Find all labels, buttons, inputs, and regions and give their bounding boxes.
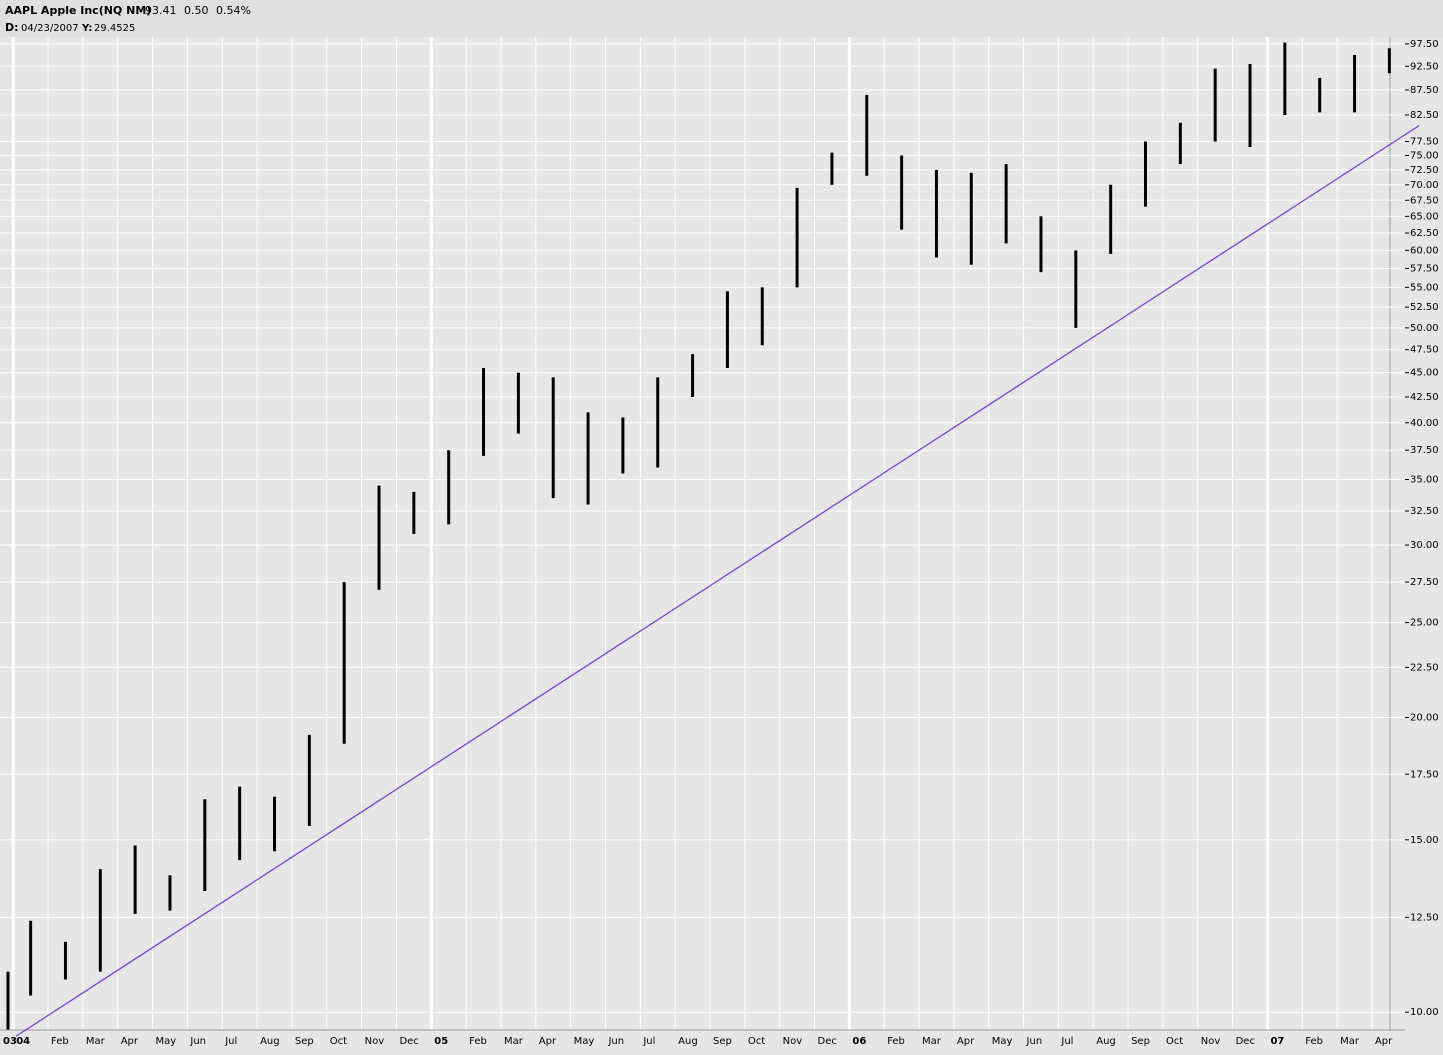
- x-tick-label: Nov: [365, 1036, 385, 1047]
- y-tick-label: 52.50: [1410, 302, 1439, 313]
- y-tick-label: 25.00: [1410, 618, 1439, 629]
- x-tick-label: Mar: [922, 1036, 942, 1047]
- y-tick-label: 65.00: [1410, 211, 1439, 222]
- x-tick-label: Jun: [189, 1036, 206, 1047]
- y-tick-label: 27.50: [1410, 577, 1439, 588]
- y-tick-label: 67.50: [1410, 195, 1439, 206]
- x-tick-label: Sep: [295, 1036, 314, 1047]
- x-tick-label: Oct: [330, 1036, 347, 1047]
- y-tick-label: 57.50: [1410, 263, 1439, 274]
- x-tick-label: Nov: [1201, 1036, 1221, 1047]
- last-price: 93.41: [145, 4, 177, 17]
- x-tick-label: May: [992, 1036, 1013, 1047]
- x-tick-label: Apr: [121, 1036, 139, 1047]
- y-tick-label: 77.50: [1410, 137, 1439, 148]
- x-tick-label: May: [156, 1036, 177, 1047]
- x-tick-label: Sep: [713, 1036, 732, 1047]
- x-tick-label: Oct: [748, 1036, 765, 1047]
- x-tick-label: Oct: [1166, 1036, 1183, 1047]
- y-tick-label: 40.00: [1410, 418, 1439, 429]
- x-tick-label: Jul: [224, 1036, 237, 1047]
- y-tick-label: 87.50: [1410, 85, 1439, 96]
- x-tick-label: Jul: [1060, 1036, 1073, 1047]
- cursor-date-label: D:: [5, 21, 19, 34]
- y-tick-label: 70.00: [1410, 180, 1439, 191]
- trendline: [15, 124, 1420, 1037]
- price-change: 0.50: [184, 4, 209, 17]
- x-tick-label: Feb: [51, 1036, 69, 1047]
- y-axis-area: [1405, 37, 1443, 1051]
- y-tick-label: 75.00: [1410, 150, 1439, 161]
- y-tick-label: 47.50: [1410, 345, 1439, 356]
- x-tick-label: 05: [434, 1036, 448, 1047]
- x-tick-label: Feb: [887, 1036, 905, 1047]
- x-tick-label: Dec: [1236, 1036, 1255, 1047]
- x-tick-label: 06: [852, 1036, 866, 1047]
- y-tick-label: 10.00: [1410, 1007, 1439, 1018]
- y-tick-label: 37.50: [1410, 445, 1439, 456]
- x-tick-label: Apr: [957, 1036, 975, 1047]
- x-tick-label: Mar: [1340, 1036, 1360, 1047]
- y-tick-label: 30.00: [1410, 540, 1439, 551]
- x-tick-label: Nov: [783, 1036, 803, 1047]
- x-tick-label: Mar: [86, 1036, 106, 1047]
- header-bar: [0, 0, 1443, 37]
- x-tick-label: Feb: [469, 1036, 487, 1047]
- x-tick-label: Feb: [1305, 1036, 1323, 1047]
- y-tick-label: 22.50: [1410, 662, 1439, 673]
- x-tick-label: May: [574, 1036, 595, 1047]
- x-tick-label: Aug: [1096, 1036, 1116, 1047]
- cursor-y: 29.4525: [94, 23, 135, 34]
- plot-area: [0, 37, 1405, 1030]
- y-tick-label: 42.50: [1410, 392, 1439, 403]
- y-tick-label: 15.00: [1410, 835, 1439, 846]
- x-tick-label: Apr: [539, 1036, 557, 1047]
- y-tick-label: 50.00: [1410, 323, 1439, 334]
- y-tick-label: 55.00: [1410, 282, 1439, 293]
- x-tick-label: Dec: [399, 1036, 418, 1047]
- cursor-y-label: Y:: [81, 23, 92, 34]
- x-tick-label: Sep: [1131, 1036, 1150, 1047]
- x-tick-label: Mar: [504, 1036, 524, 1047]
- x-tick-label: 04: [16, 1036, 30, 1047]
- x-tick-label: 03: [3, 1036, 17, 1047]
- x-tick-label: Aug: [678, 1036, 698, 1047]
- chart-title: AAPL Apple Inc(NQ NM): [5, 4, 151, 17]
- x-tick-label: Jul: [642, 1036, 655, 1047]
- y-tick-label: 62.50: [1410, 228, 1439, 239]
- y-tick-label: 92.50: [1410, 61, 1439, 72]
- y-tick-label: 17.50: [1410, 769, 1439, 780]
- y-tick-label: 35.00: [1410, 475, 1439, 486]
- x-tick-label: Jun: [607, 1036, 624, 1047]
- y-tick-label: 20.00: [1410, 712, 1439, 723]
- x-tick-label: Jun: [1026, 1036, 1043, 1047]
- y-tick-label: 45.00: [1410, 368, 1439, 379]
- y-tick-label: 72.50: [1410, 165, 1439, 176]
- price-change-pct: 0.54%: [216, 4, 251, 17]
- x-tick-label: 07: [1270, 1036, 1284, 1047]
- x-tick-label: Apr: [1375, 1036, 1393, 1047]
- cursor-date: 04/23/2007: [21, 23, 79, 34]
- x-tick-label: Aug: [260, 1036, 280, 1047]
- x-tick-label: Dec: [818, 1036, 837, 1047]
- y-tick-label: 12.50: [1410, 912, 1439, 923]
- y-tick-label: 82.50: [1410, 110, 1439, 121]
- y-tick-label: 60.00: [1410, 245, 1439, 256]
- y-tick-label: 32.50: [1410, 506, 1439, 517]
- y-tick-label: 97.50: [1410, 39, 1439, 50]
